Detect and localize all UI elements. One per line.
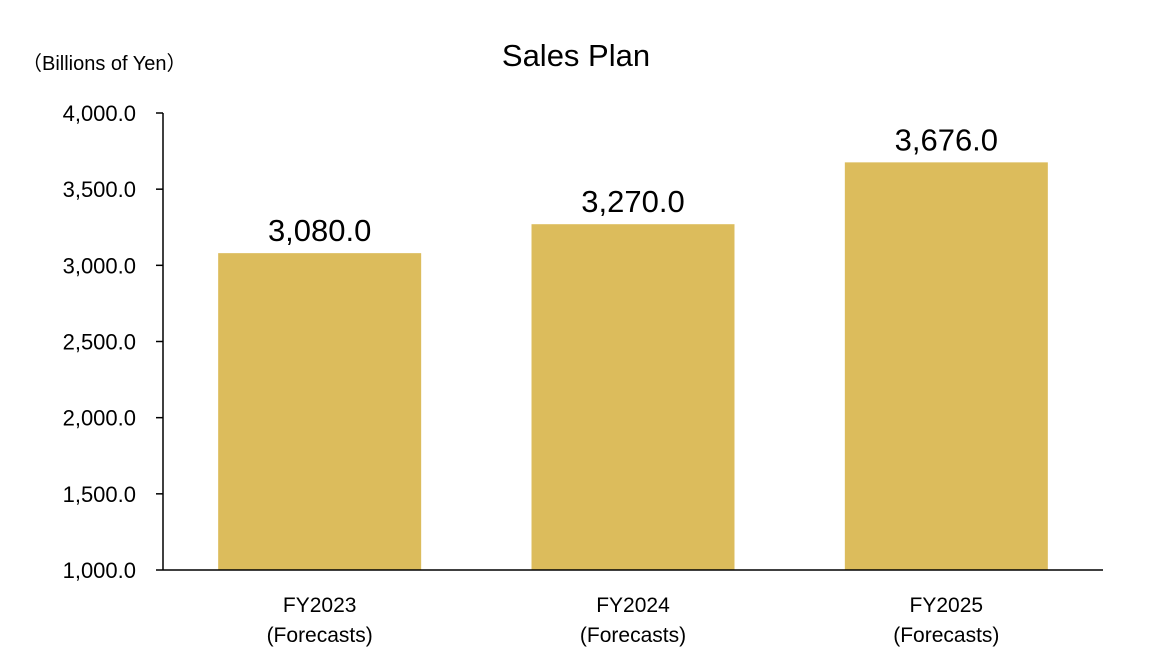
- x-category-label: (Forecasts): [580, 624, 686, 647]
- x-category-label: FY2023: [283, 594, 357, 617]
- x-category-label: (Forecasts): [267, 624, 373, 647]
- y-tick-label: 1,000.0: [63, 558, 136, 583]
- bar: [218, 253, 422, 570]
- y-tick-label: 2,000.0: [63, 406, 136, 431]
- bar-value-label: 3,676.0: [895, 122, 998, 157]
- x-category-label: FY2024: [596, 594, 670, 617]
- bars: [218, 162, 1048, 570]
- y-tick-label: 2,500.0: [63, 330, 136, 355]
- bar-value-label: 3,080.0: [268, 213, 371, 248]
- bar: [531, 224, 735, 570]
- y-tick-label: 1,500.0: [63, 482, 136, 507]
- bar: [844, 162, 1048, 570]
- x-axis-categories: FY2023 (Forecasts) FY2024 (Forecasts) FY2025…: [267, 594, 1000, 647]
- y-axis-unit-label: （Billions of Yen）: [22, 52, 187, 75]
- y-tick-label: 3,500.0: [63, 177, 136, 202]
- y-axis-ticks: 1,000.0 1,500.0 2,000.0 2,500.0 3,000.0 3,500…: [63, 101, 163, 583]
- y-tick-label: 3,000.0: [63, 253, 136, 278]
- bar-value-label: 3,270.0: [581, 184, 684, 219]
- chart-title: Sales Plan: [502, 38, 650, 73]
- y-tick-label: 4,000.0: [63, 101, 136, 126]
- x-category-label: (Forecasts): [893, 624, 999, 647]
- data-labels: 3,080.0 3,270.0 3,676.0: [268, 122, 998, 248]
- x-category-label: FY2025: [910, 594, 984, 617]
